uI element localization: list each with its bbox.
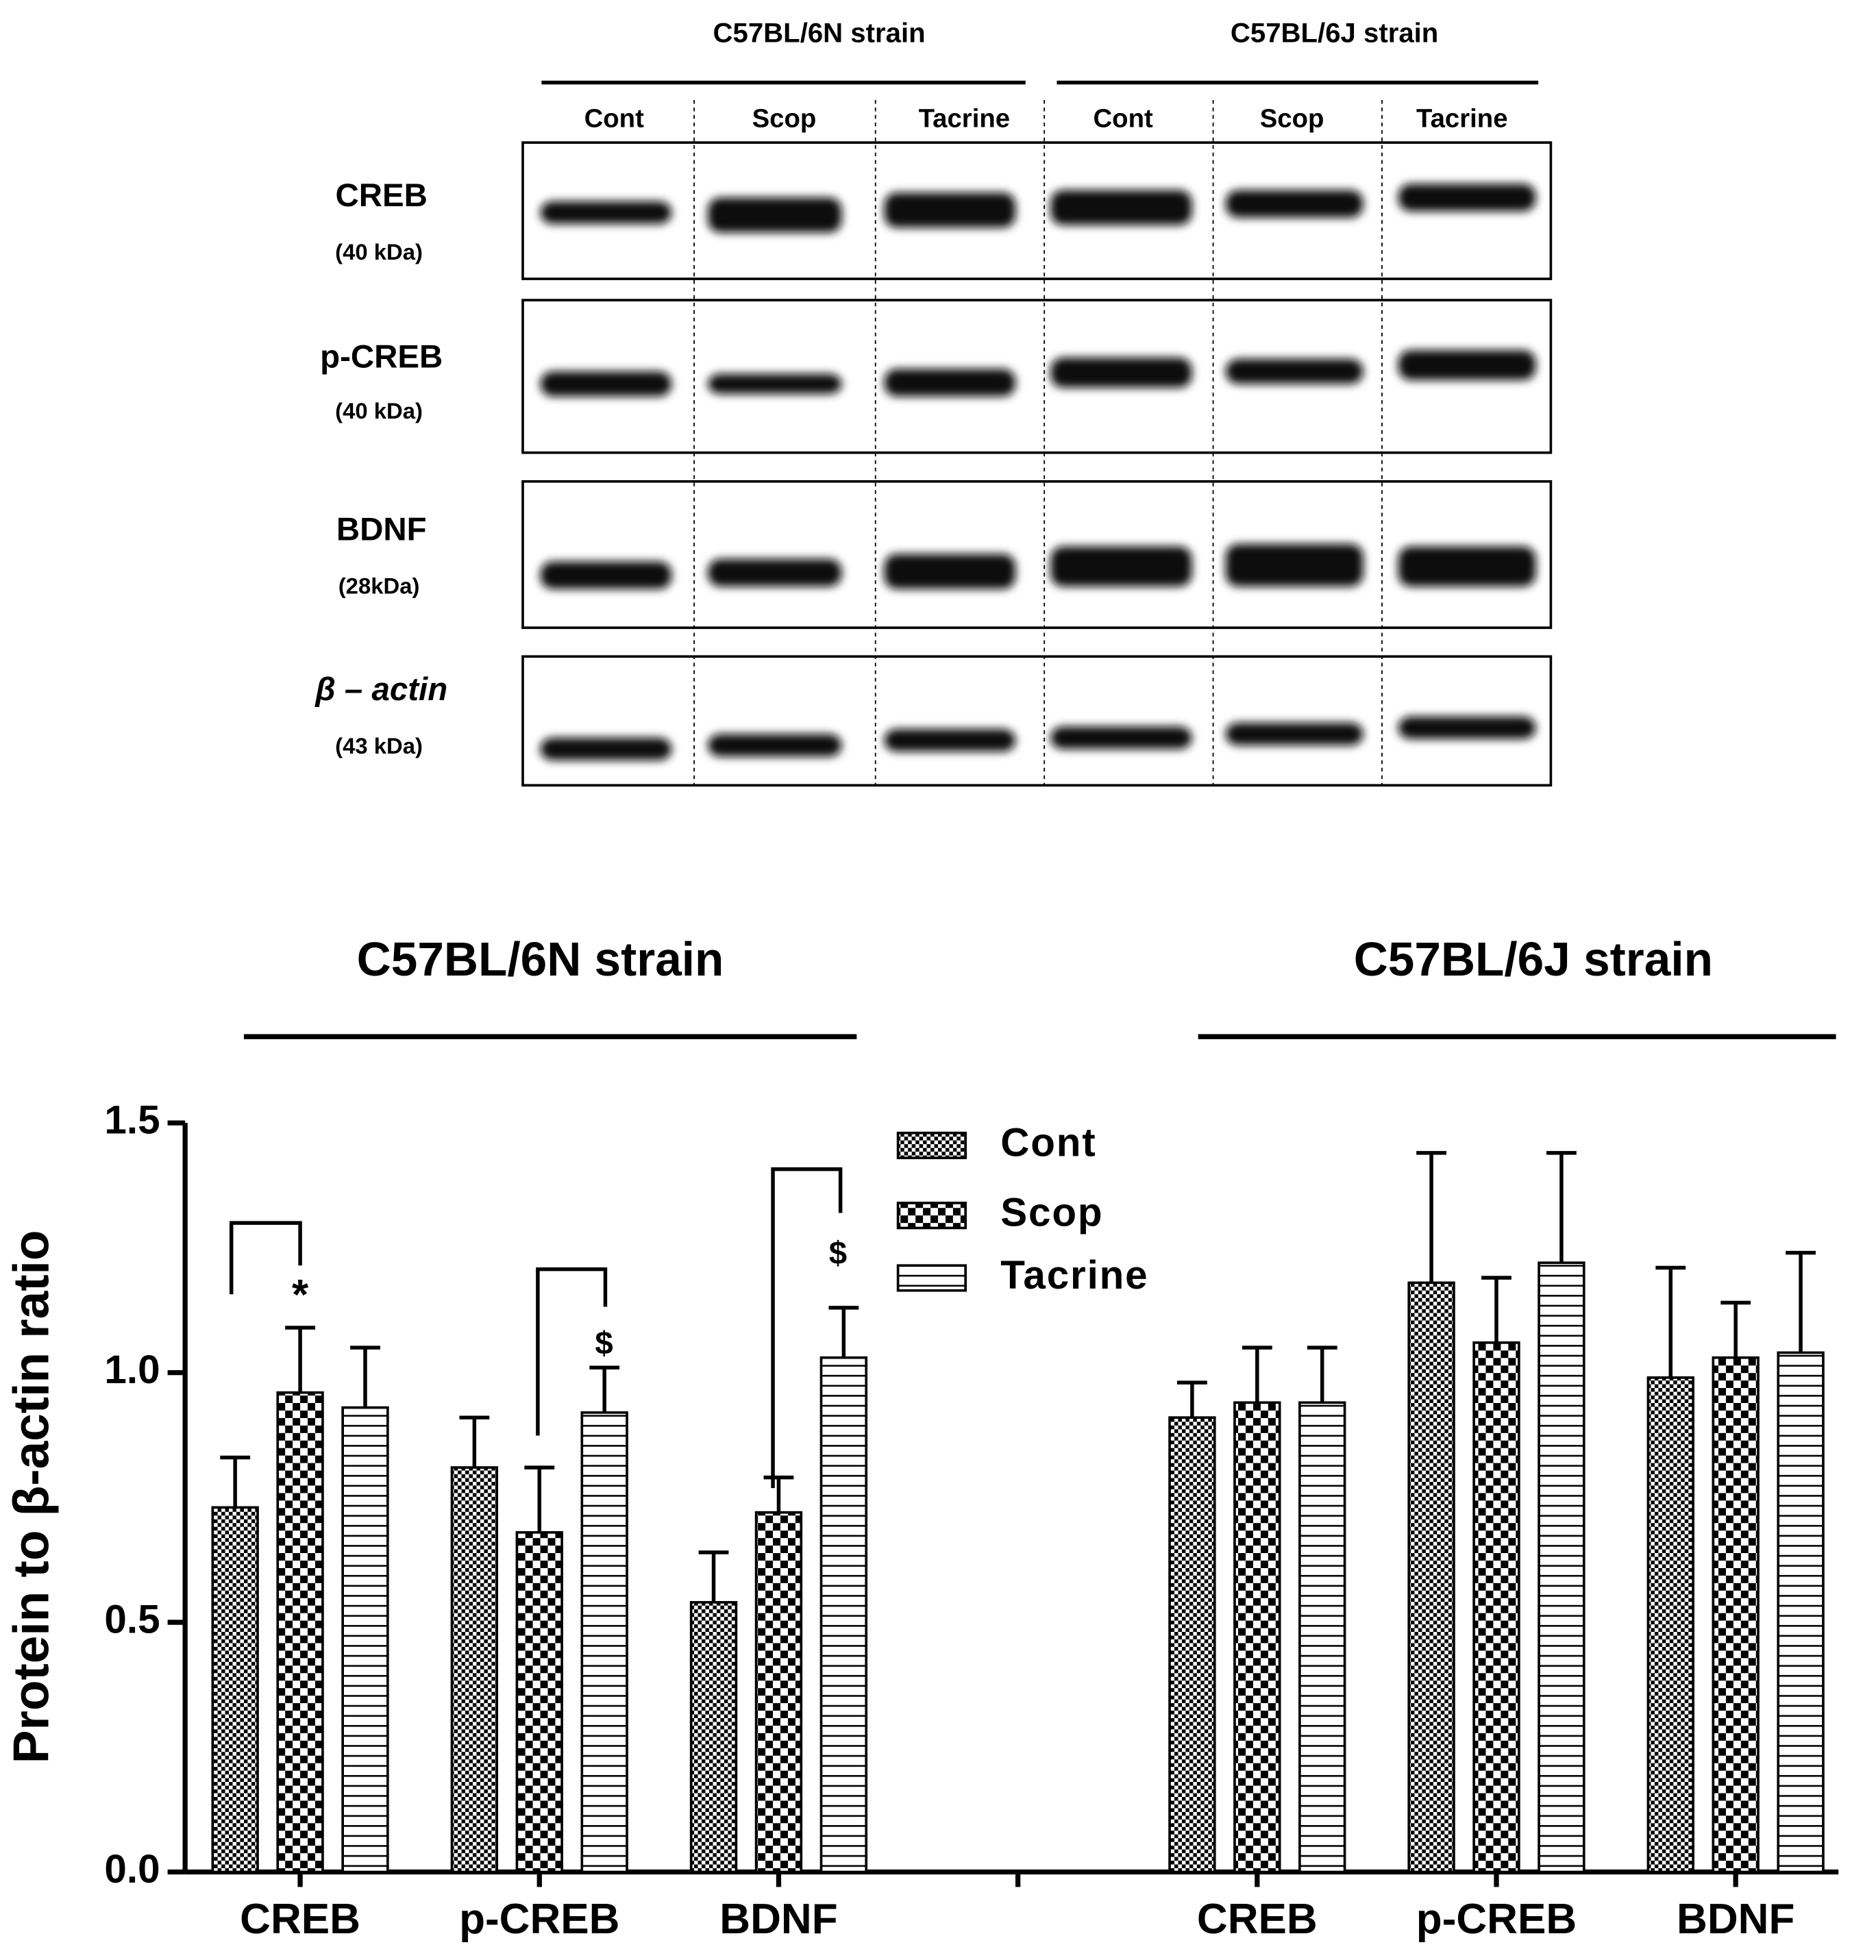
lane-label: Cont <box>584 103 645 133</box>
blot-band <box>884 554 1016 589</box>
bar <box>211 1506 259 1874</box>
legend-label: Cont <box>1000 1120 1096 1165</box>
lane-label: Tacrine <box>919 103 1011 133</box>
blot-band <box>1050 358 1192 388</box>
blot-band <box>1050 726 1192 749</box>
significance-bracket <box>771 1167 843 1489</box>
x-tick-label: BDNF <box>1677 1896 1794 1943</box>
blot-band <box>1050 546 1192 587</box>
significance-mark: * <box>292 1271 309 1319</box>
blot-frame <box>521 299 1553 454</box>
blot-band <box>884 369 1016 397</box>
bar <box>754 1511 803 1874</box>
blot-band <box>540 737 672 760</box>
blot-band <box>884 193 1016 228</box>
blot-frame <box>521 655 1553 787</box>
bar <box>1407 1281 1455 1874</box>
significance-mark: $ <box>829 1235 847 1271</box>
blot-band <box>1398 184 1536 212</box>
protein-size: (43 kDa) <box>335 733 423 758</box>
strain-header: C57BL/6N strain <box>713 18 926 49</box>
blot-band <box>540 201 672 224</box>
lane-label: Cont <box>1094 103 1154 133</box>
protein-size: (28kDa) <box>338 573 420 599</box>
blot-band <box>1398 716 1536 739</box>
blot-band <box>708 373 842 394</box>
bar <box>1538 1261 1585 1874</box>
bar <box>450 1466 499 1874</box>
legend-swatch <box>896 1202 967 1230</box>
blot-band <box>1050 190 1192 225</box>
blot-band <box>540 371 672 397</box>
lane-label: Scop <box>1260 103 1324 133</box>
blot-band <box>1225 190 1363 218</box>
y-tick-label: 0.5 <box>104 1597 160 1641</box>
significance-mark: $ <box>595 1326 613 1362</box>
protein-size: (40 kDa) <box>335 398 423 423</box>
legend-label: Scop <box>1000 1191 1103 1235</box>
significance-bracket <box>536 1267 608 1436</box>
x-tick-label: CREB <box>1197 1896 1318 1943</box>
blot-band <box>1225 723 1363 745</box>
strain-header: C57BL/6J strain <box>1231 18 1438 49</box>
y-axis-label: Protein to β-actin ratio <box>3 1230 59 1764</box>
blot-band <box>884 729 1016 752</box>
x-tick-label: CREB <box>240 1896 360 1943</box>
bar <box>1168 1416 1216 1874</box>
blot-band <box>1398 350 1536 380</box>
bar <box>819 1356 868 1874</box>
blot-frame <box>521 480 1553 630</box>
blot-frame <box>521 141 1553 280</box>
bar <box>515 1531 563 1874</box>
blot-band <box>1225 544 1363 587</box>
blot-band <box>708 558 842 587</box>
y-tick-label: 1.5 <box>104 1098 160 1143</box>
blot-band <box>1398 546 1536 587</box>
blot-band <box>1225 358 1363 384</box>
bar <box>580 1411 628 1874</box>
x-tick-label: BDNF <box>719 1896 837 1943</box>
protein-label: CREB <box>336 177 428 214</box>
protein-label: β – actin <box>314 671 447 708</box>
legend-swatch <box>896 1264 967 1292</box>
protein-label: BDNF <box>336 511 427 547</box>
bar <box>689 1601 738 1874</box>
blot-band <box>540 561 672 589</box>
protein-label: p-CREB <box>320 338 443 375</box>
blot-band <box>708 734 842 757</box>
legend-swatch <box>896 1131 967 1160</box>
protein-size: (40 kDa) <box>335 239 423 264</box>
group-title: C57BL/6J strain <box>1354 932 1713 986</box>
legend-label: Tacrine <box>1000 1253 1148 1298</box>
bar <box>1298 1401 1346 1874</box>
bar <box>1646 1376 1694 1874</box>
bar <box>276 1391 324 1874</box>
bar <box>1472 1341 1520 1874</box>
y-tick-label: 0.0 <box>104 1847 160 1891</box>
significance-bracket <box>229 1221 302 1295</box>
bar <box>1777 1351 1825 1874</box>
lane-label: Tacrine <box>1416 103 1508 133</box>
bar <box>341 1406 389 1874</box>
blot-band <box>708 197 842 233</box>
bar <box>1233 1401 1281 1874</box>
bar <box>1712 1356 1760 1874</box>
x-tick-label: p-CREB <box>459 1896 619 1943</box>
y-tick-label: 1.0 <box>104 1348 160 1392</box>
lane-label: Scop <box>752 103 817 133</box>
x-tick-label: p-CREB <box>1416 1896 1577 1943</box>
group-title: C57BL/6N strain <box>357 932 724 986</box>
